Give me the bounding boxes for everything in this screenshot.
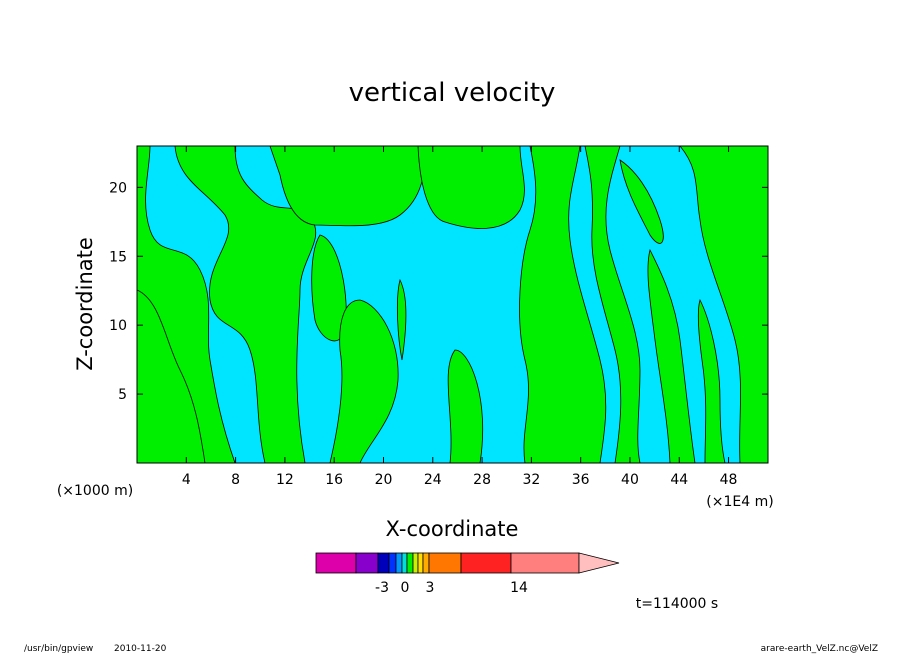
colorbar-arrow xyxy=(578,552,620,574)
x-tick-label: 12 xyxy=(276,472,294,488)
y-axis-label: Z-coordinate xyxy=(73,237,97,371)
colorbar-segment xyxy=(388,552,397,574)
colorbar-segment xyxy=(401,552,408,574)
colorbar xyxy=(315,552,620,574)
colorbar-segment xyxy=(406,552,414,574)
colorbar-labels: -3 0 3 14 xyxy=(375,580,528,596)
x-tick-label: 32 xyxy=(522,472,540,488)
y-tick-label: 15 xyxy=(109,249,127,265)
positive-region xyxy=(396,278,407,361)
time-label: t=114000 s xyxy=(636,596,718,612)
x-axis-label: X-coordinate xyxy=(386,517,519,541)
positive-region xyxy=(519,146,607,463)
x-tick-label: 28 xyxy=(473,472,491,488)
x-tick-label: 48 xyxy=(720,472,738,488)
colorbar-segment xyxy=(428,552,462,574)
footer-source: arare-earth_VelZ.nc@VelZ xyxy=(761,644,878,654)
x-scale-note: (×1E4 m) xyxy=(706,494,773,510)
y-tick-label: 10 xyxy=(109,318,127,334)
positive-region xyxy=(137,289,206,463)
footer-date: 2010-11-20 xyxy=(114,644,167,654)
x-tick-label: 44 xyxy=(670,472,688,488)
y-tick-label: 20 xyxy=(109,180,127,196)
colorbar-segment xyxy=(460,552,512,574)
positive-region xyxy=(174,146,317,463)
y-axis-ticks: 5 10 15 20 xyxy=(109,180,768,403)
colorbar-segment xyxy=(395,552,403,574)
y-tick-label: 5 xyxy=(118,387,127,403)
y-scale-note: (×1000 m) xyxy=(57,483,133,499)
positive-region xyxy=(584,146,641,463)
x-tick-label: 36 xyxy=(572,472,590,488)
positive-region xyxy=(447,349,484,463)
x-axis-ticks: 4 8 12 16 20 24 28 32 36 40 44 48 xyxy=(182,146,738,488)
x-tick-label: 20 xyxy=(375,472,393,488)
positive-region xyxy=(619,159,664,244)
contour-field xyxy=(137,146,768,463)
colorbar-segment xyxy=(377,552,390,574)
positive-region xyxy=(647,248,696,463)
positive-region xyxy=(329,299,399,463)
positive-velocity-regions xyxy=(137,146,768,463)
positive-region xyxy=(697,298,726,463)
x-tick-label: 40 xyxy=(621,472,639,488)
colorbar-segment xyxy=(412,552,419,574)
colorbar-label: 14 xyxy=(510,580,528,596)
plot-frame xyxy=(136,145,769,464)
x-tick-label: 8 xyxy=(231,472,240,488)
colorbar-segment xyxy=(355,552,379,574)
footer-program: /usr/bin/gpview xyxy=(24,644,93,654)
colorbar-label: 3 xyxy=(426,580,435,596)
x-tick-label: 16 xyxy=(325,472,343,488)
chart-title: vertical velocity xyxy=(349,78,556,108)
positive-region xyxy=(679,146,768,463)
colorbar-label: -3 xyxy=(375,580,389,596)
colorbar-label: 0 xyxy=(401,580,410,596)
x-tick-label: 24 xyxy=(424,472,442,488)
colorbar-segment xyxy=(422,552,430,574)
x-tick-label: 4 xyxy=(182,472,191,488)
colorbar-segment xyxy=(315,552,357,574)
colorbar-segment xyxy=(510,552,580,574)
colorbar-segment xyxy=(417,552,424,574)
positive-region xyxy=(417,146,525,229)
positive-region xyxy=(311,234,347,342)
